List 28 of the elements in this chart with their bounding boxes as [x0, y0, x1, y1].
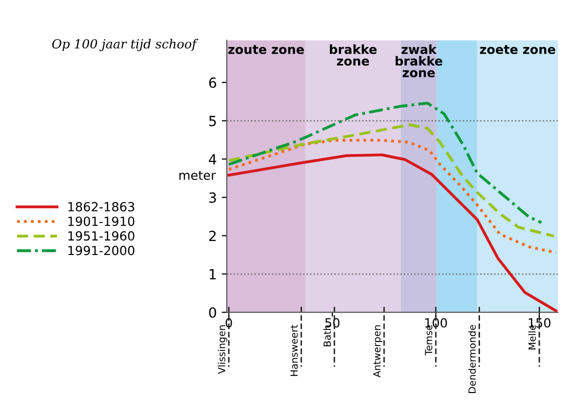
line-series [227, 138, 558, 254]
ref-line-label: Bath [323, 325, 331, 346]
legend-label: 1862-1863 [68, 202, 134, 212]
ref-line-label: Vlissingen [218, 325, 228, 374]
y-tick-label: 3 [209, 192, 216, 203]
legend-label: 1901-1910 [68, 216, 134, 226]
y-tick-label: 2 [209, 230, 216, 241]
ref-line-label: Hansweert [290, 324, 298, 376]
ref-line-label: Temse [425, 325, 432, 356]
y-tick-label: 0 [209, 307, 216, 318]
y-axis-title: meter [179, 170, 216, 180]
y-tick-label: 4 [208, 154, 216, 164]
line-series [227, 123, 556, 238]
x-tick-label: 100 [425, 318, 447, 328]
text: Op 100 jaar tijd schoof [52, 38, 198, 52]
y-tick-label: 1 [210, 269, 216, 280]
y-tick-label: 5 [209, 116, 216, 126]
band-label: zwak brakke zone [396, 44, 442, 78]
ref-line-label: Antwerpen [373, 325, 382, 378]
legend-label: 1991-2000 [68, 246, 134, 256]
band-label: zoute zone [228, 45, 304, 54]
ref-line-label: Dendermonde [468, 325, 476, 393]
band-label: zoete zone [480, 45, 556, 54]
line-series [227, 102, 543, 224]
y-tick-label: 6 [209, 77, 216, 88]
ref-line-label: Melle [528, 325, 536, 350]
legend-label: 1951-1960 [68, 231, 134, 241]
band-label: brakke zone [330, 44, 377, 66]
